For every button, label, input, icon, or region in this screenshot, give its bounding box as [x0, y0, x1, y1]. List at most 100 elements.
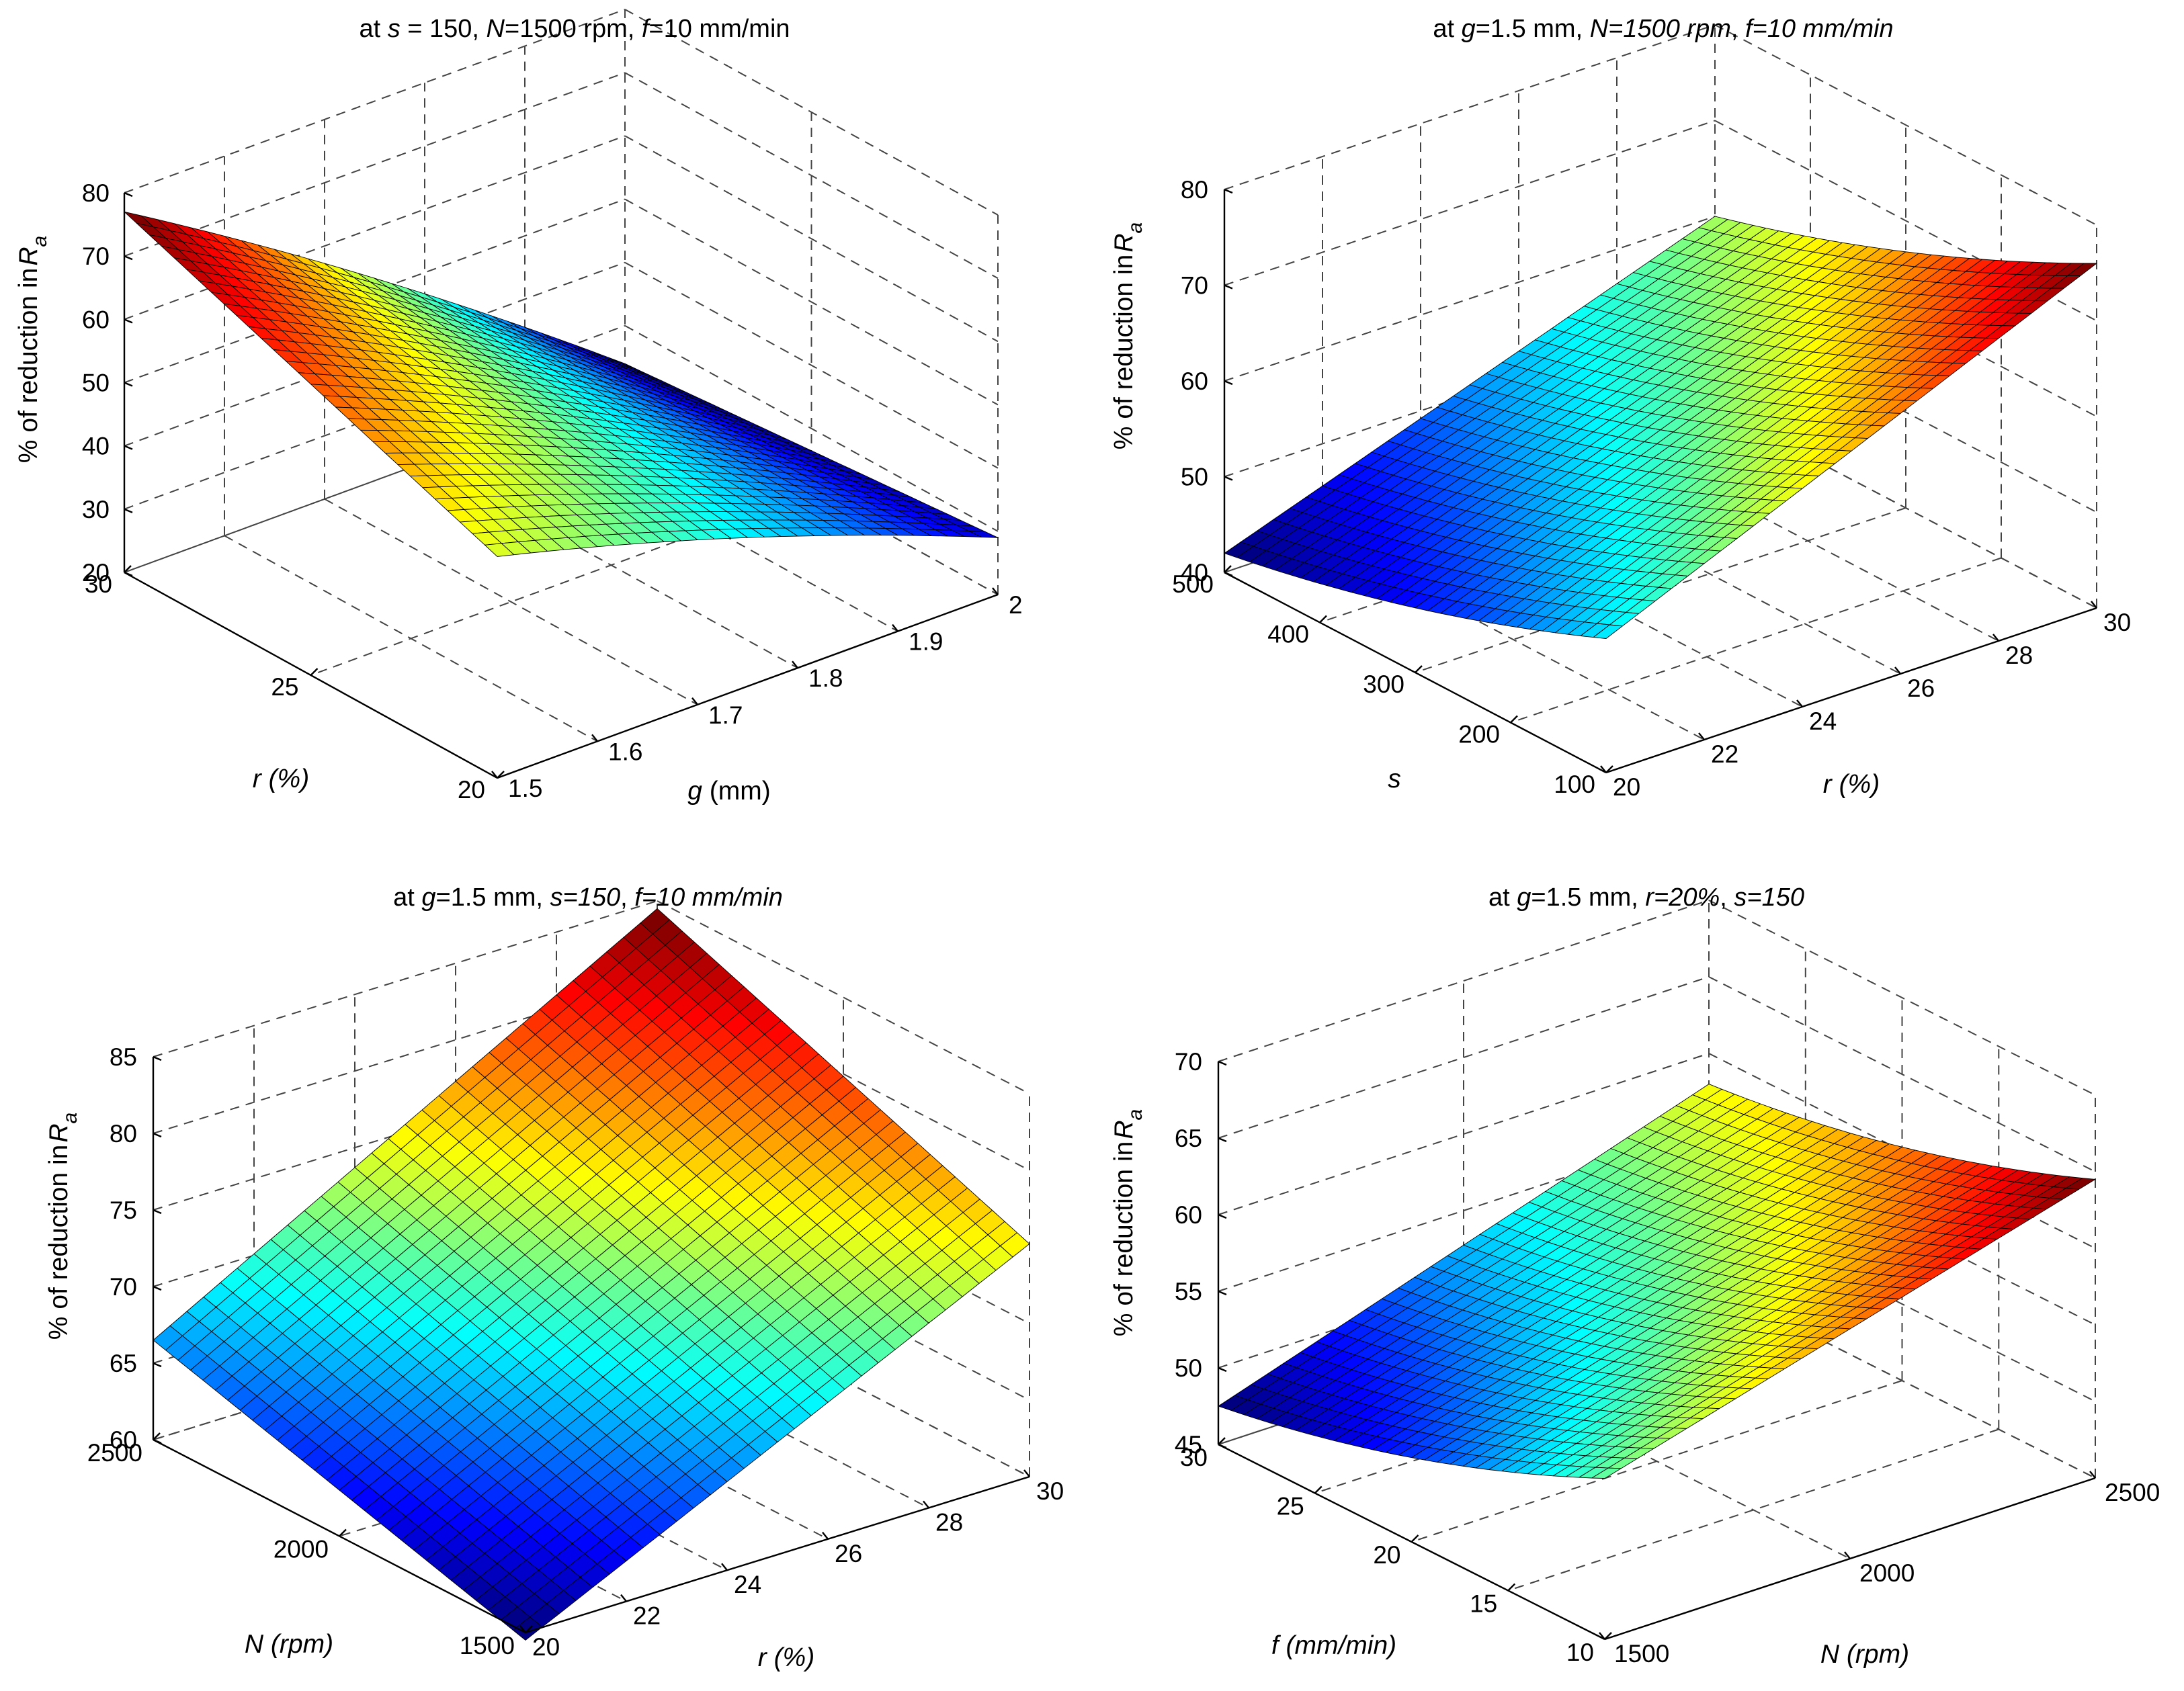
title-run: N [487, 15, 505, 43]
title-run: at [1488, 883, 1517, 912]
z-tick-mark [124, 191, 133, 198]
y-tick-label: 10 [1566, 1639, 1594, 1666]
x-label-var: N (rpm) [1820, 1640, 1909, 1669]
title-run: r=20% [1645, 883, 1720, 912]
y-tick-mark [339, 1528, 347, 1537]
axes: 45 50 55 60 65 70 1500 2000 2500 10 15 20 25 30 [1175, 1048, 2160, 1667]
z-tick-label: 50 [1181, 464, 1208, 491]
z-tick-mark [1218, 1213, 1227, 1219]
z-label-subscript: a [59, 1113, 81, 1124]
y-tick-label: 20 [458, 776, 485, 804]
title-run: f=10 mm/min [1745, 15, 1894, 43]
z-axis-label: % of reduction in Ra [14, 236, 51, 463]
z-label-subscript: a [1124, 1109, 1146, 1121]
x-label-unit: (mm) [702, 777, 771, 806]
x-tick-label: 20 [532, 1633, 560, 1661]
grid-z-back-right [1708, 900, 2096, 1096]
z-label-symbol: R [1109, 234, 1138, 253]
z-tick-label: 70 [1175, 1048, 1202, 1076]
x-axis-line [497, 593, 999, 779]
z-tick-label: 75 [110, 1197, 137, 1224]
x-tick-label: 28 [2005, 642, 2033, 669]
x-tick-label: 1.5 [508, 775, 542, 802]
z-tick-mark [1224, 380, 1233, 386]
x-tick-mark [1698, 732, 1705, 740]
x-tick-mark [892, 623, 898, 632]
y-tick-label: 25 [271, 673, 298, 701]
y-tick-mark [1507, 1583, 1516, 1592]
axes: 60 65 70 75 80 85 20 22 24 26 28 30 1500 2000 2500 [87, 1043, 1064, 1661]
z-tick-mark [153, 1132, 162, 1138]
title-run: = 150, [401, 15, 487, 43]
x-axis-line [525, 1475, 1030, 1634]
x-tick-label: 1.9 [909, 628, 943, 656]
z-label-text: % of reduction in [1109, 1141, 1138, 1337]
title-run: f [642, 15, 651, 43]
z-label-symbol: R [14, 247, 43, 266]
grid-z-back-left [124, 72, 626, 257]
z-tick-mark [153, 1438, 162, 1444]
z-tick-mark [1218, 1060, 1227, 1066]
x-tick-label: 2 [1009, 591, 1023, 619]
y-tick-mark [310, 668, 319, 676]
z-tick-mark [153, 1285, 162, 1291]
z-tick-label: 65 [110, 1350, 137, 1377]
y-tick-label: 20 [1373, 1541, 1400, 1569]
y-tick-label: 1500 [460, 1632, 515, 1659]
x-tick-mark [2091, 601, 2097, 609]
surface-mesh [153, 908, 1030, 1641]
z-tick-label: 40 [1181, 559, 1208, 587]
y-tick-mark [1605, 765, 1613, 773]
x-tick-mark [992, 587, 999, 595]
z-tick-mark [1218, 1443, 1227, 1449]
x-tick-label: 28 [935, 1508, 963, 1536]
surface-cell [1593, 624, 1623, 639]
grid-z-back-right [1714, 24, 2097, 226]
x-tick-mark [822, 1532, 829, 1540]
grid-y-floor [1411, 1380, 1902, 1543]
x-tick-label: 1.6 [608, 738, 642, 765]
x-tick-mark [721, 1563, 728, 1571]
z-label-text: % of reduction in [44, 1145, 73, 1340]
z-tick-mark [1218, 1367, 1227, 1373]
y-tick-mark [1411, 1534, 1419, 1543]
title-run: =1.5 mm, [1531, 883, 1645, 912]
title-run: =1500 rpm, [505, 15, 642, 43]
z-tick-mark [124, 255, 133, 261]
z-tick-label: 50 [82, 370, 110, 397]
x-tick-label: 2500 [2105, 1479, 2160, 1506]
title-run: =10 mm/min [648, 15, 790, 43]
x-tick-label: 26 [835, 1540, 862, 1567]
chart-title: at s = 150, N=1500 rpm, f=10 mm/min [359, 15, 790, 43]
z-tick-label: 80 [1181, 176, 1208, 204]
surface-mesh [1218, 1084, 2096, 1479]
z-tick-label: 70 [110, 1273, 137, 1301]
y-tick-label: 25 [1277, 1493, 1304, 1520]
z-tick-mark [124, 508, 133, 513]
y-tick-label: 2000 [274, 1536, 329, 1563]
z-tick-label: 45 [1175, 1431, 1202, 1459]
z-tick-label: 85 [110, 1043, 137, 1071]
z-tick-mark [124, 382, 133, 387]
x-axis-label: r (%) [1823, 770, 1880, 799]
x-label-var: r (%) [758, 1643, 814, 1672]
x-tick-label: 22 [1711, 740, 1738, 768]
grid-z-back-right [624, 198, 999, 406]
z-axis-label: % of reduction in Ra [44, 1113, 81, 1340]
z-tick-label: 55 [1175, 1278, 1202, 1305]
surface-cell [513, 1616, 543, 1641]
grid-z-back-right [624, 324, 999, 532]
x-tick-label: 1500 [1614, 1640, 1669, 1667]
title-run: N=1500 rpm [1590, 15, 1731, 43]
z-tick-label: 70 [1181, 272, 1208, 300]
x-tick-mark [491, 771, 498, 779]
chart-panel-4: 45 50 55 60 65 70 1500 2000 2500 10 15 20 25 30 at g=1… [1109, 883, 2160, 1669]
y-tick-mark [1224, 565, 1232, 573]
grid-y-floor [1507, 1428, 1999, 1592]
z-tick-mark [1218, 1137, 1227, 1143]
z-label-subscript: a [29, 236, 51, 247]
chart-panel-3: 60 65 70 75 80 85 20 22 24 26 28 30 1500 2000 2500 at g… [44, 883, 1064, 1672]
z-tick-mark [1224, 476, 1233, 481]
title-run: at [393, 883, 421, 912]
